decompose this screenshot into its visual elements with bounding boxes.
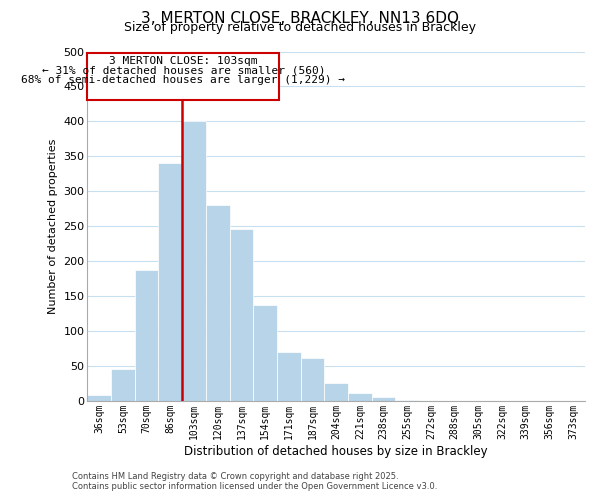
Bar [325,384,348,401]
Text: 3, MERTON CLOSE, BRACKLEY, NN13 6DQ: 3, MERTON CLOSE, BRACKLEY, NN13 6DQ [141,11,459,26]
Bar [230,229,253,401]
Bar [158,164,182,401]
Bar [253,305,277,401]
Text: Contains HM Land Registry data © Crown copyright and database right 2025.
Contai: Contains HM Land Registry data © Crown c… [72,472,437,491]
Bar [88,396,111,401]
Bar [301,358,325,401]
Bar [206,205,230,401]
Bar [372,398,395,401]
Text: ← 31% of detached houses are smaller (560): ← 31% of detached houses are smaller (56… [41,66,325,76]
FancyBboxPatch shape [88,53,279,100]
Bar [135,270,158,401]
Bar [348,392,372,401]
Bar [277,352,301,401]
Text: 3 MERTON CLOSE: 103sqm: 3 MERTON CLOSE: 103sqm [109,56,257,66]
Bar [182,122,206,401]
Bar [395,400,419,401]
Y-axis label: Number of detached properties: Number of detached properties [48,138,58,314]
Bar [111,369,135,401]
Text: 68% of semi-detached houses are larger (1,229) →: 68% of semi-detached houses are larger (… [22,74,346,85]
X-axis label: Distribution of detached houses by size in Brackley: Distribution of detached houses by size … [184,444,488,458]
Text: Size of property relative to detached houses in Brackley: Size of property relative to detached ho… [124,21,476,34]
